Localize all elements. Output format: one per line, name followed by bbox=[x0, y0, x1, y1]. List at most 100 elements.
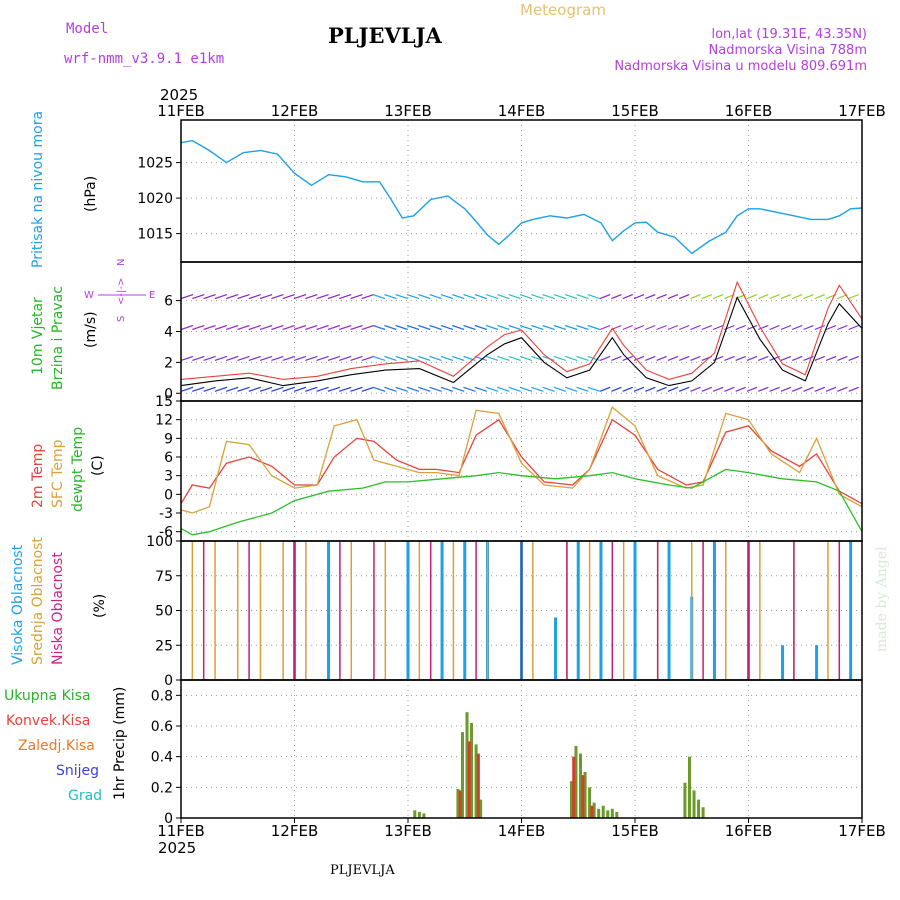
wind-barb bbox=[372, 355, 386, 361]
wind-barb bbox=[327, 294, 341, 300]
wind-barb bbox=[531, 294, 544, 300]
precip-total-bar bbox=[583, 772, 587, 818]
wind-barb bbox=[678, 355, 690, 361]
wind-barb bbox=[645, 355, 656, 361]
wind-barb bbox=[214, 324, 228, 331]
y-tick-label: 100 bbox=[146, 534, 173, 550]
wind-barb bbox=[791, 386, 803, 392]
wind-barb bbox=[780, 294, 792, 300]
temp-label-2: SFC Temp bbox=[50, 439, 66, 508]
y-tick-label: 12 bbox=[155, 413, 173, 429]
x-tick-label-top: 13FEB bbox=[384, 102, 431, 120]
x-tick-label-bottom: 17FEB bbox=[838, 822, 885, 840]
wind-barb bbox=[531, 386, 544, 392]
x-tick-label-bottom: 13FEB bbox=[384, 822, 431, 840]
wind-barb bbox=[803, 386, 814, 392]
wind-barb bbox=[361, 355, 374, 361]
wind-barb bbox=[203, 386, 216, 392]
wind-barb bbox=[429, 324, 442, 331]
wind-barb bbox=[203, 324, 216, 331]
wind-barb bbox=[599, 324, 611, 331]
precip-convective-bar bbox=[581, 775, 585, 818]
y-tick-label: -6 bbox=[159, 525, 173, 541]
model-label: Model bbox=[66, 21, 108, 37]
wind-barb bbox=[825, 324, 837, 331]
precip-convective-bar bbox=[572, 756, 576, 818]
wind-barb bbox=[282, 294, 295, 300]
wind-barb bbox=[474, 355, 487, 361]
wind-barb bbox=[814, 324, 826, 331]
wind-barb bbox=[418, 294, 431, 300]
wind-barb bbox=[192, 355, 205, 361]
wind-barb bbox=[667, 294, 679, 300]
temp-label-3: dewpt Temp bbox=[70, 427, 86, 512]
wind-barb bbox=[633, 294, 645, 300]
wind-barb bbox=[293, 386, 307, 392]
wind-barb bbox=[192, 386, 205, 392]
legend-freezing-rain: Zaledj.Kisa bbox=[18, 738, 95, 754]
wind-barb bbox=[735, 386, 746, 392]
model-name: wrf-nmm_v3.9.1 e1km bbox=[64, 51, 224, 67]
wind-barb bbox=[758, 386, 769, 392]
precip-total-bar bbox=[610, 808, 614, 818]
precip-total-bar bbox=[592, 802, 596, 818]
wind-barb bbox=[259, 386, 273, 392]
wind-barb bbox=[395, 324, 408, 331]
wind-barb bbox=[656, 294, 667, 300]
x-tick-label-bottom: 15FEB bbox=[611, 822, 658, 840]
wind-barb bbox=[248, 386, 261, 392]
wind-barb bbox=[203, 355, 216, 361]
wind-barb bbox=[384, 386, 397, 392]
precip-total-bar bbox=[606, 810, 610, 818]
wind-barb bbox=[305, 355, 318, 361]
wind-barb bbox=[497, 386, 510, 392]
wind-barb bbox=[485, 355, 499, 361]
wind-barb bbox=[485, 324, 499, 331]
wind-speed-line bbox=[180, 296, 863, 387]
y-tick-label: 25 bbox=[155, 638, 173, 654]
wind-barb bbox=[293, 294, 307, 300]
wind-barb bbox=[746, 324, 758, 331]
wind-barb bbox=[633, 386, 645, 392]
wind-barb bbox=[237, 386, 250, 392]
wind-barb bbox=[440, 355, 454, 361]
wind-barb bbox=[395, 294, 408, 300]
wind-barb bbox=[553, 386, 567, 392]
compass-e: E bbox=[149, 290, 155, 301]
wind-barb bbox=[576, 386, 589, 392]
y-tick-label: 0 bbox=[164, 487, 173, 503]
wind-barb bbox=[339, 355, 352, 361]
temp-sfc-line bbox=[180, 406, 863, 514]
wind-barb bbox=[226, 324, 239, 331]
wind-barb bbox=[350, 324, 363, 331]
cloud-label-3: Niska Oblacnost bbox=[50, 552, 66, 665]
precip-total-bar bbox=[417, 811, 421, 818]
wind-barb bbox=[429, 386, 442, 392]
wind-barb bbox=[565, 324, 578, 331]
wind-barb bbox=[226, 355, 239, 361]
wind-barb bbox=[452, 386, 465, 392]
x-tick-label-bottom: 11FEB bbox=[157, 822, 204, 840]
grid-layer bbox=[181, 120, 862, 818]
temp-unit: (C) bbox=[90, 455, 106, 476]
wind-barb bbox=[418, 355, 431, 361]
wind-barb bbox=[587, 324, 600, 331]
wind-barb bbox=[361, 324, 374, 331]
wind-barb bbox=[316, 324, 329, 331]
wind-barb bbox=[701, 324, 713, 331]
precip-total-bar bbox=[601, 805, 605, 818]
wind-barb bbox=[508, 355, 521, 361]
wind-barb bbox=[803, 324, 814, 331]
wind-barb bbox=[645, 324, 656, 331]
wind-barb bbox=[825, 386, 837, 392]
wind-barb bbox=[758, 324, 769, 331]
wind-barb bbox=[553, 294, 567, 300]
wind-barb bbox=[611, 294, 622, 300]
precip-convective-bar bbox=[458, 790, 462, 818]
wind-barb bbox=[587, 355, 600, 361]
wind-label-2: Brzina i Pravac bbox=[50, 286, 66, 390]
wind-barb bbox=[587, 386, 600, 392]
wind-barb bbox=[395, 355, 408, 361]
altitude-label: Nadmorska Visina 788m bbox=[709, 43, 868, 58]
